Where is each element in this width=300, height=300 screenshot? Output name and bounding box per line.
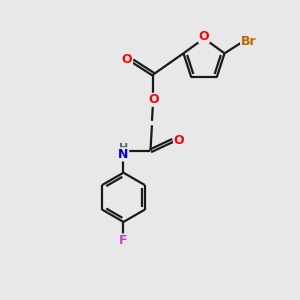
Text: O: O: [148, 93, 159, 106]
Text: H: H: [119, 143, 128, 153]
Text: Br: Br: [241, 35, 256, 48]
Text: N: N: [118, 148, 129, 161]
Text: O: O: [174, 134, 184, 147]
Text: O: O: [122, 53, 132, 66]
Text: F: F: [119, 234, 128, 247]
Text: O: O: [199, 29, 209, 43]
